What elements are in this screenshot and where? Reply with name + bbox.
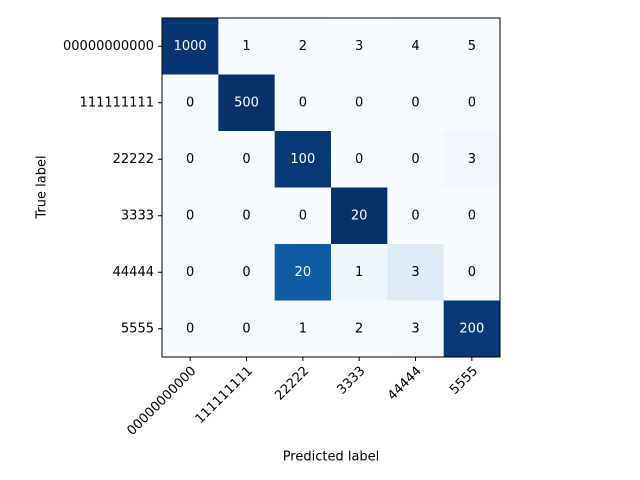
heatmap-cell (387, 18, 445, 75)
heatmap-cell (274, 131, 332, 188)
cell-label: 4 (411, 39, 419, 54)
cell-label: 3 (355, 39, 363, 54)
heatmap-cell (387, 74, 445, 132)
heatmap-cell (274, 300, 332, 358)
heatmap-cell (218, 187, 276, 245)
cell-label: 0 (242, 321, 250, 336)
heatmap-cell (218, 131, 276, 188)
heatmap-cell (331, 300, 388, 358)
heatmap-cell (331, 74, 388, 132)
heatmap-cell (443, 300, 501, 358)
heatmap-cell (274, 18, 332, 75)
cell-label: 0 (411, 152, 419, 167)
cell-label: 2 (355, 321, 363, 336)
cell-label: 0 (242, 152, 250, 167)
cell-label: 0 (411, 95, 419, 110)
heatmap-cell (387, 300, 445, 358)
heatmap-cell (443, 131, 501, 188)
cell-label: 0 (468, 95, 476, 110)
heatmap-cell (331, 187, 388, 245)
cell-label: 200 (459, 321, 484, 336)
cell-label: 0 (299, 208, 307, 223)
cell-label: 20 (351, 208, 368, 223)
cell-label: 100 (290, 152, 315, 167)
heatmap-cell (331, 131, 388, 188)
heatmap-cell (162, 244, 219, 301)
cell-label: 0 (299, 95, 307, 110)
heatmap-cell (443, 187, 501, 245)
cell-label: 1 (299, 321, 307, 336)
heatmap-cell (387, 244, 445, 301)
cell-label: 20 (295, 265, 312, 280)
heatmap-cell (218, 18, 276, 75)
cell-label: 0 (186, 95, 194, 110)
cell-label: 0 (242, 208, 250, 223)
y-tick-label: 5555 (121, 321, 154, 336)
cell-label: 0 (355, 152, 363, 167)
heatmap-cell (274, 244, 332, 301)
cell-label: 5 (468, 39, 476, 54)
x-tick-label: 3333 (334, 364, 368, 398)
cell-label: 1 (355, 265, 363, 280)
cell-label: 1000 (174, 39, 207, 54)
heatmap-cell (443, 18, 501, 75)
y-tick-label: 111111111 (80, 95, 154, 110)
cell-label: 0 (186, 265, 194, 280)
x-tick-label: 5555 (447, 364, 481, 398)
heatmap-cell (274, 74, 332, 132)
cell-label: 0 (468, 208, 476, 223)
heatmap-cell (443, 74, 501, 132)
x-axis-label: Predicted label (283, 450, 380, 465)
heatmap-cell (162, 74, 219, 132)
heatmap-cell (331, 244, 388, 301)
x-tick-label: 111111111 (193, 364, 256, 427)
heatmap-cell (218, 300, 276, 358)
y-tick-label: 00000000000 (63, 39, 154, 54)
cell-label: 3 (468, 152, 476, 167)
cell-label: 0 (355, 95, 363, 110)
y-tick-label: 44444 (113, 265, 154, 280)
heatmap-cell (218, 244, 276, 301)
heatmap-cell (331, 18, 388, 75)
y-axis-label: True label (35, 155, 50, 219)
plot-frame (161, 17, 501, 358)
cell-label: 0 (242, 265, 250, 280)
heatmap-cell (443, 244, 501, 301)
x-tick-label: 22222 (272, 364, 312, 404)
cell-label: 3 (411, 321, 419, 336)
heatmap-cell (218, 74, 276, 132)
heatmap-cell (162, 131, 219, 188)
heatmap-cell (387, 131, 445, 188)
heatmap-cell (162, 18, 219, 75)
cell-label: 0 (411, 208, 419, 223)
cell-label: 1 (242, 39, 250, 54)
heatmap-cell (274, 187, 332, 245)
y-tick-label: 22222 (113, 152, 154, 167)
cell-label: 0 (468, 265, 476, 280)
cell-label: 0 (186, 152, 194, 167)
x-tick-label: 00000000000 (125, 364, 200, 439)
x-tick-label: 44444 (385, 364, 425, 404)
cell-label: 0 (186, 321, 194, 336)
heatmap-cell (162, 187, 219, 245)
y-tick-label: 3333 (121, 208, 154, 223)
cell-label: 0 (186, 208, 194, 223)
heatmap-cell (387, 187, 445, 245)
cell-label: 500 (234, 95, 259, 110)
heatmap-cell (162, 300, 219, 358)
cell-label: 3 (411, 265, 419, 280)
cell-label: 2 (299, 39, 307, 54)
